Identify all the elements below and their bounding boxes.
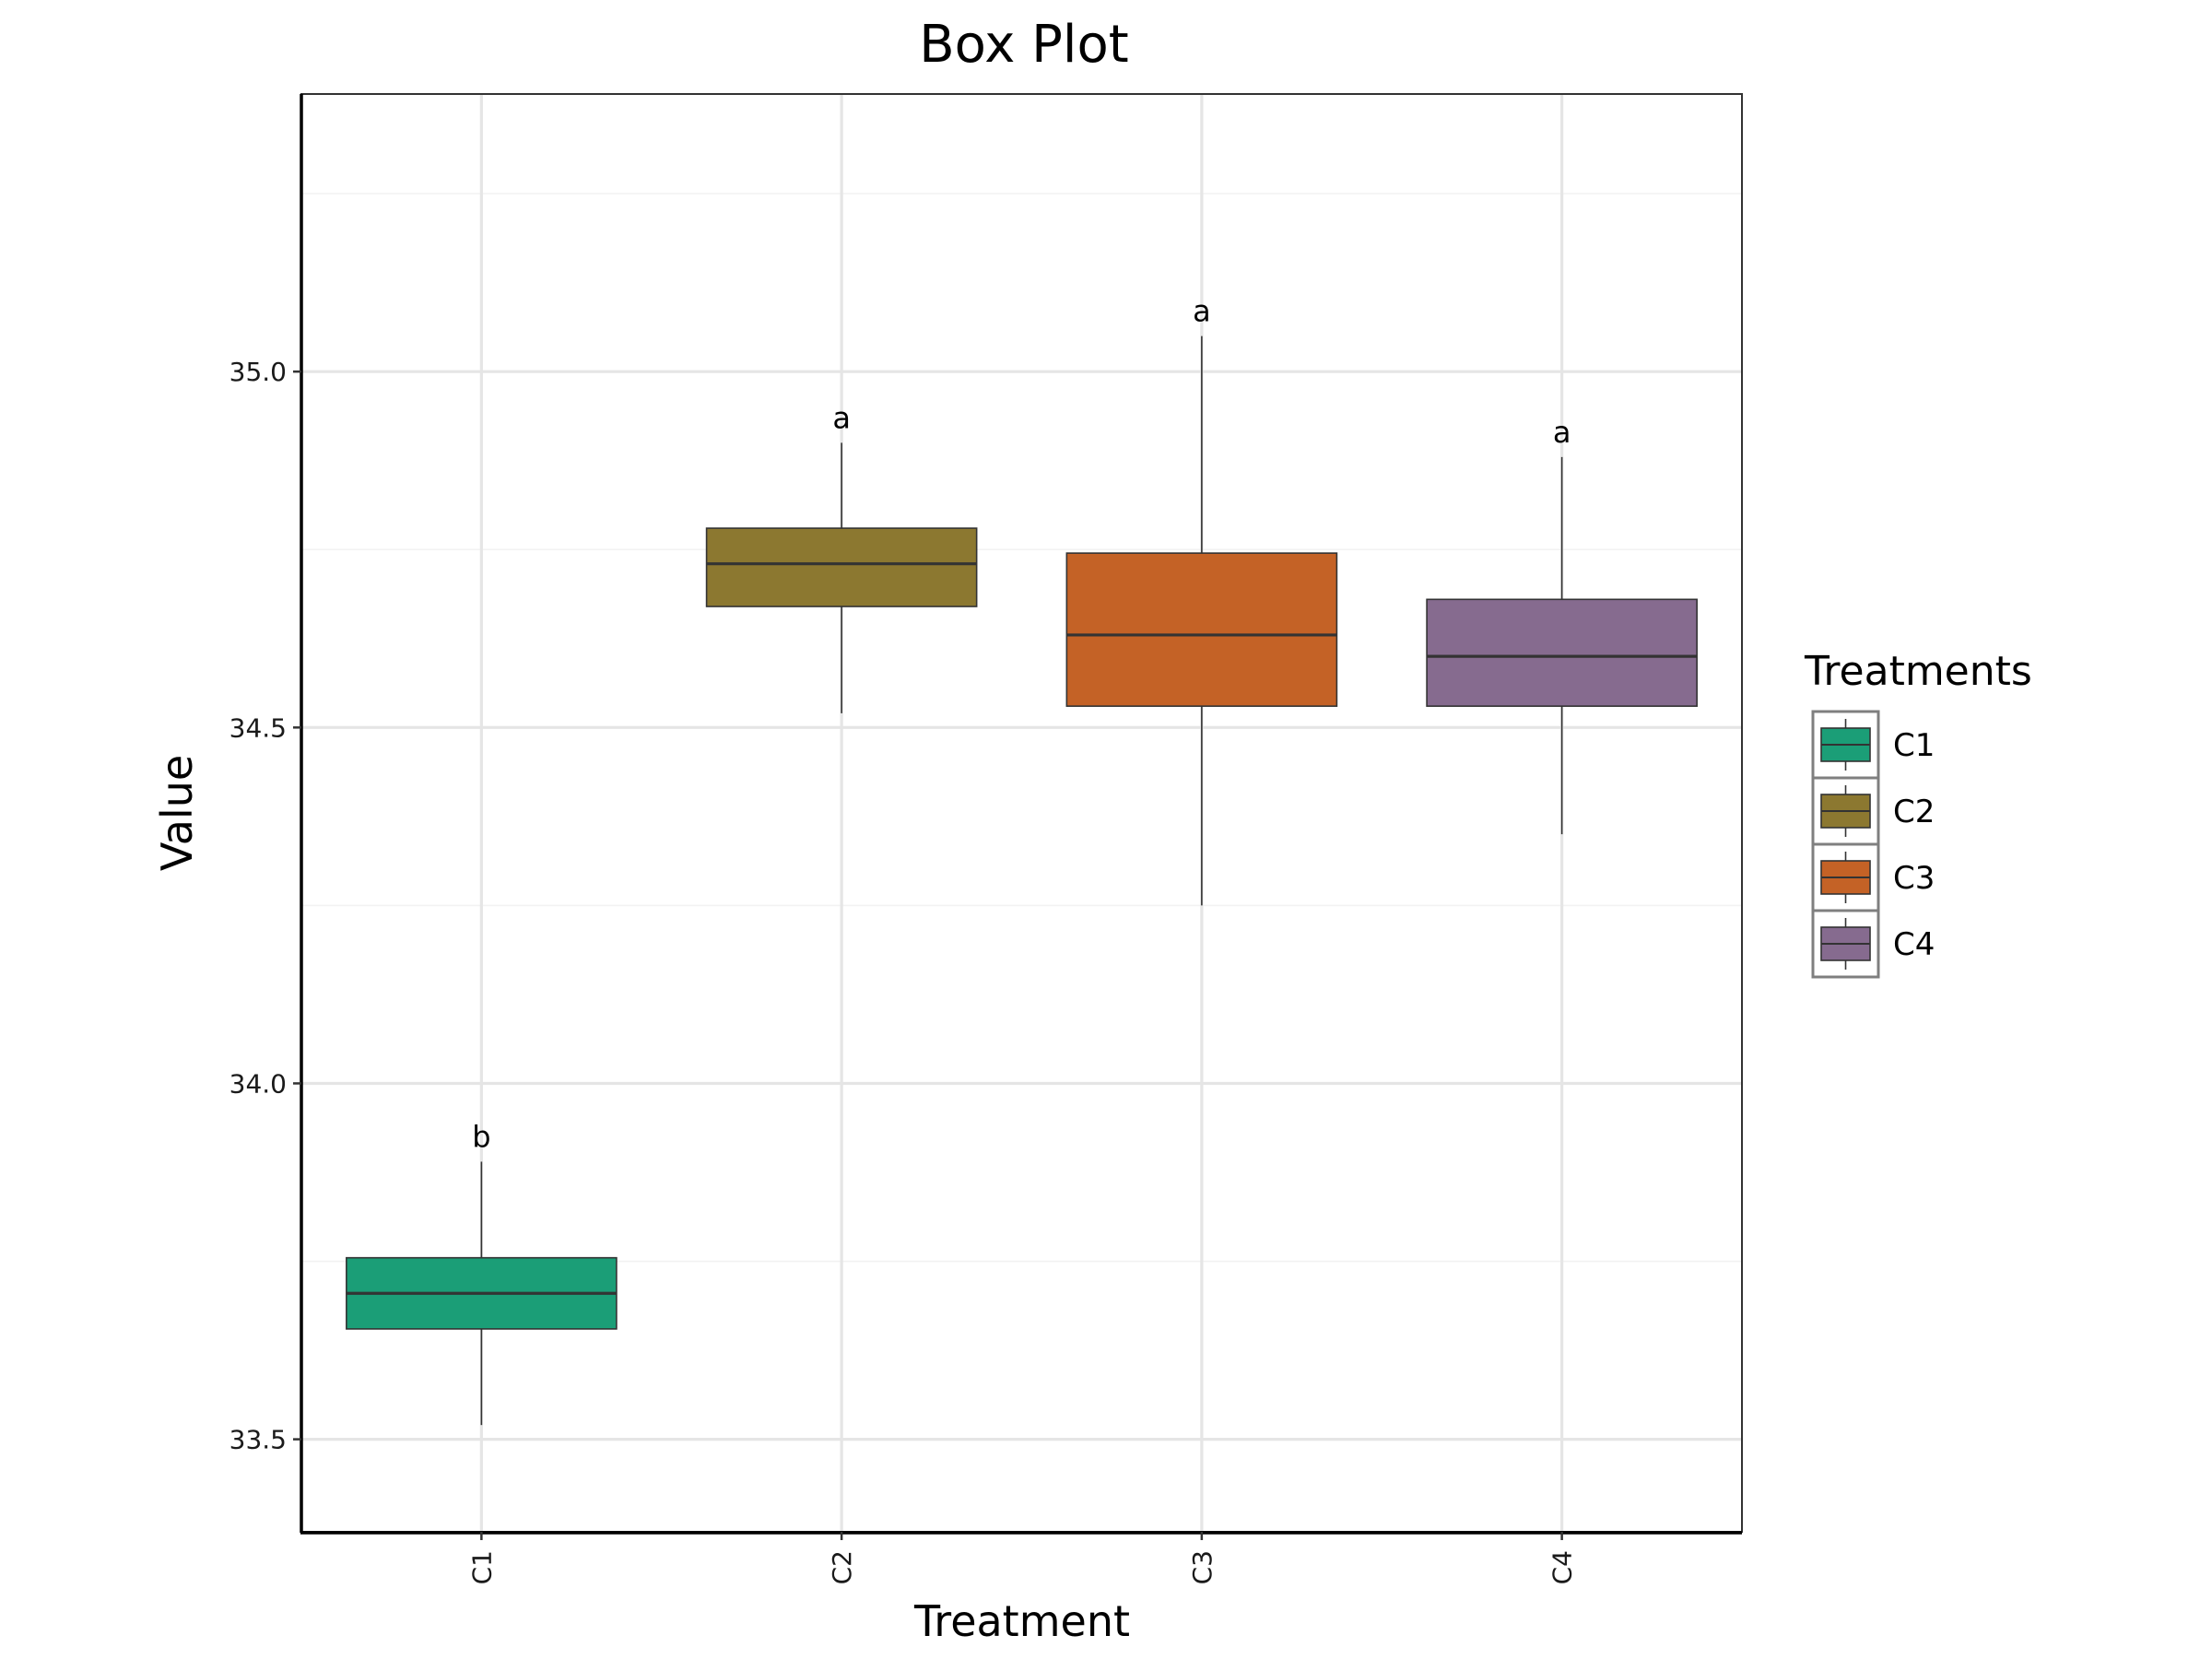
box-body: [1065, 552, 1338, 707]
box-c3: a: [1065, 294, 1338, 906]
y-axis: 33.5 34.0 34.5 35.0: [229, 357, 301, 1455]
x-tick-label: C3: [1187, 1550, 1218, 1584]
legend-label: C3: [1893, 860, 1935, 897]
x-tick-label: C2: [827, 1550, 857, 1584]
y-tick-label: 34.5: [229, 712, 287, 743]
x-axis-title: Treatment: [913, 1596, 1130, 1646]
legend-label: C1: [1893, 727, 1935, 764]
box-body: [1426, 598, 1698, 707]
box-c1: b: [346, 1119, 618, 1426]
significance-letter: a: [1193, 294, 1211, 329]
plot-area: b a a a: [300, 93, 1743, 1535]
y-tick-label: 35.0: [229, 357, 287, 387]
boxes: b a a a: [346, 294, 1698, 1426]
box-body: [705, 527, 978, 607]
significance-letter: b: [472, 1119, 490, 1154]
chart-title: Box Plot: [919, 15, 1128, 75]
legend-label: C2: [1893, 794, 1935, 830]
y-axis-title: Value: [152, 755, 202, 871]
x-tick-label: C1: [466, 1550, 497, 1584]
significance-letter: a: [832, 400, 851, 435]
x-axis: C1 C2 C3 C4: [466, 1532, 1578, 1584]
y-tick-label: 34.0: [229, 1068, 287, 1099]
box-c2: a: [705, 400, 978, 713]
legend-item-c1: C1: [1811, 710, 1935, 780]
box-c4: a: [1426, 415, 1698, 835]
y-tick-label: 33.5: [229, 1425, 287, 1455]
legend-label: C4: [1893, 926, 1935, 963]
legend: Treatments C1 C2 C3 C4: [1804, 648, 2032, 979]
significance-letter: a: [1553, 415, 1571, 450]
legend-item-c4: C4: [1811, 909, 1935, 979]
legend-title: Treatments: [1804, 648, 2032, 695]
legend-item-c2: C2: [1811, 776, 1935, 846]
legend-item-c3: C3: [1811, 842, 1935, 912]
x-tick-label: C4: [1547, 1550, 1578, 1584]
